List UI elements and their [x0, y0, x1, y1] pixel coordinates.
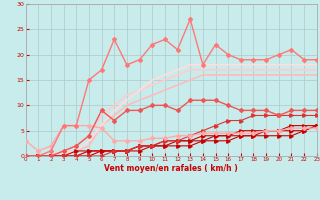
X-axis label: Vent moyen/en rafales ( km/h ): Vent moyen/en rafales ( km/h ) — [104, 164, 238, 173]
